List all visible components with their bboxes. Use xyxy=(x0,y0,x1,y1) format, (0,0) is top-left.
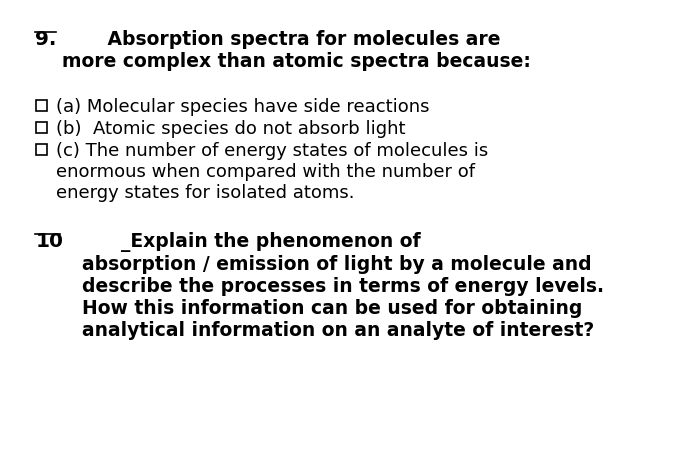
Text: ⁠Absorption spectra for molecules are
more complex than atomic spectra because:: ⁠Absorption spectra for molecules are mo… xyxy=(62,30,531,71)
Text: (a) Molecular species have side reactions: (a) Molecular species have side reaction… xyxy=(56,98,429,116)
Text: (b)  Atomic species do not absorb light: (b) Atomic species do not absorb light xyxy=(56,120,405,138)
FancyBboxPatch shape xyxy=(36,100,47,111)
FancyBboxPatch shape xyxy=(36,122,47,133)
FancyBboxPatch shape xyxy=(36,144,47,155)
Text: ⁠_Explain the phenomenon of
absorption / emission of light by a molecule and
des: ⁠_Explain the phenomenon of absorption /… xyxy=(82,232,604,340)
Text: 10: 10 xyxy=(36,232,64,251)
Text: 9.: 9. xyxy=(36,30,57,49)
Text: (c) The number of energy states of molecules is
enormous when compared with the : (c) The number of energy states of molec… xyxy=(56,142,488,202)
